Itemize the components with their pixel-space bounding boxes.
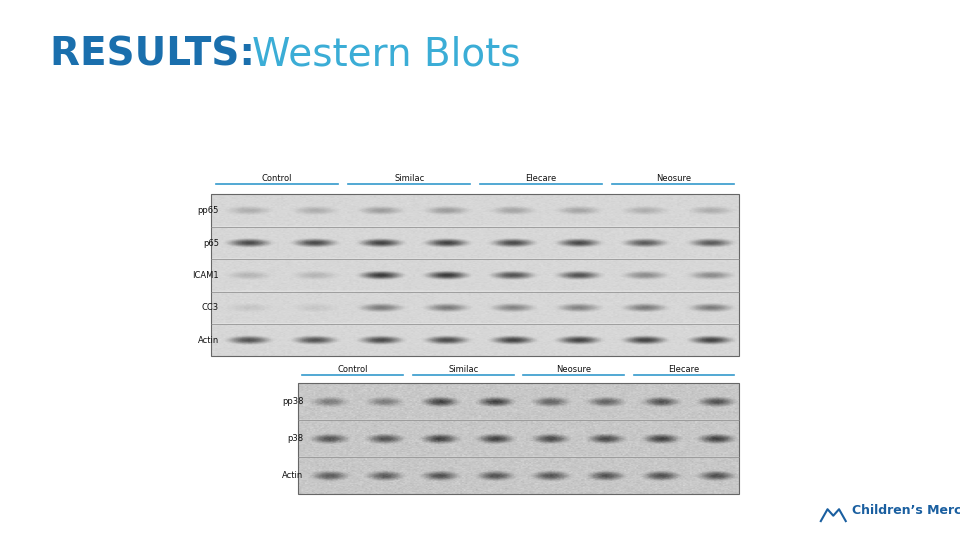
Text: Control: Control: [338, 364, 368, 374]
Text: Children’s Mercy: Children’s Mercy: [852, 504, 960, 517]
Text: Control: Control: [262, 173, 293, 183]
Text: p65: p65: [203, 239, 219, 247]
Text: RESULTS:: RESULTS:: [50, 35, 269, 73]
Text: p38: p38: [287, 434, 303, 443]
Bar: [298, 383, 739, 494]
Text: pp38: pp38: [282, 397, 303, 407]
Text: Western Blots: Western Blots: [252, 35, 521, 73]
Text: Actin: Actin: [282, 471, 303, 480]
Text: ICAM1: ICAM1: [192, 271, 219, 280]
Text: Similac: Similac: [448, 364, 478, 374]
Bar: [211, 194, 739, 356]
Text: Elecare: Elecare: [525, 173, 557, 183]
Text: CC3: CC3: [202, 303, 219, 312]
Text: Neosure: Neosure: [656, 173, 691, 183]
Text: Neosure: Neosure: [556, 364, 591, 374]
Text: Actin: Actin: [198, 336, 219, 345]
Text: pp65: pp65: [198, 206, 219, 215]
Text: Elecare: Elecare: [668, 364, 700, 374]
Text: Similac: Similac: [394, 173, 424, 183]
